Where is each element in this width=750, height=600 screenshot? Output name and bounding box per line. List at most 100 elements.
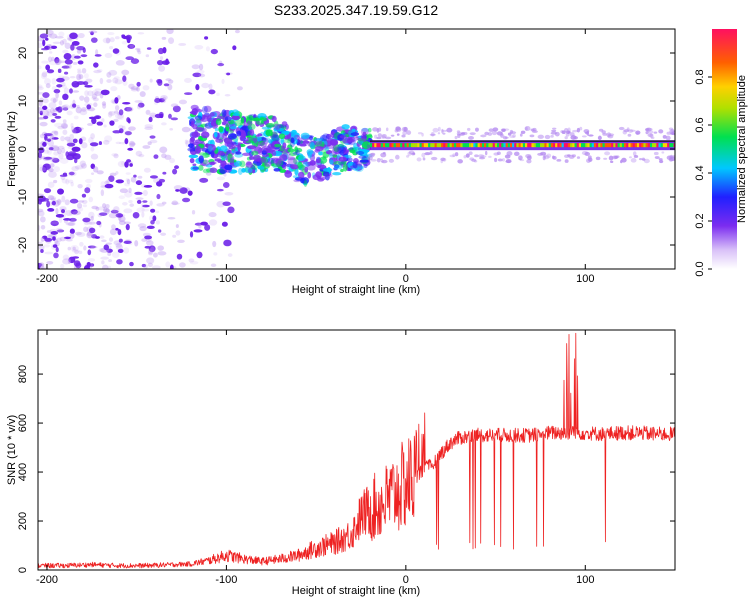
spectrogram-cell: [60, 105, 69, 111]
spectrogram-cell: [551, 129, 557, 133]
spectrogram-cell: [291, 129, 297, 134]
spectrogram-cell: [115, 227, 119, 231]
spectrogram-cell: [141, 238, 147, 242]
spectrogram-cell: [159, 146, 168, 154]
spectrogram-cell: [175, 224, 179, 229]
spectrogram-cell: [104, 183, 114, 189]
spectrogram-cell: [377, 133, 382, 138]
spectrogram-cell: [69, 198, 79, 204]
spectrogram-cell: [202, 168, 210, 174]
spectrogram-cell: [88, 196, 94, 203]
spectrogram-cell: [55, 92, 59, 99]
spectrogram-cell: [201, 82, 210, 89]
spectrogram-cell: [42, 235, 48, 240]
spectrogram-cell: [52, 112, 58, 116]
spectrogram-cell: [191, 131, 201, 138]
colorbar-tick-label: 0.0: [694, 261, 706, 276]
spectrogram-cell: [54, 58, 62, 66]
spectrogram-cell: [169, 264, 174, 269]
stable-tone-cell: [615, 143, 619, 148]
spectrogram-cell: [42, 141, 47, 147]
spectrogram-cell: [140, 203, 146, 209]
spectrogram-cell: [208, 89, 216, 95]
stable-tone-cell: [643, 143, 647, 148]
spectrogram-cell: [38, 224, 41, 232]
spectrogram-cell: [121, 69, 130, 76]
spectrogram-cell: [41, 109, 50, 117]
spectrogram-cell: [146, 225, 155, 230]
spectrogram-cell: [271, 115, 277, 123]
spectrogram-cell: [96, 121, 104, 126]
spectrogram-cell: [71, 128, 77, 134]
spectrogram-cell: [300, 132, 310, 139]
spectrogram-cell: [72, 90, 80, 93]
spectrogram-cell: [204, 154, 211, 158]
spectrogram-cell: [95, 206, 100, 211]
spectrogram-cell: [333, 164, 343, 170]
spectrogram-cell: [88, 221, 96, 225]
y-tick-label: -10: [17, 189, 29, 205]
spectrogram-cell: [430, 156, 438, 161]
stable-tone-cell: [410, 143, 414, 148]
spectrogram-cell: [90, 245, 98, 249]
spectrogram-cell: [76, 232, 86, 237]
spectrogram-cell: [177, 239, 185, 244]
spectrogram-cell: [179, 187, 188, 194]
spectrogram-cell: [572, 129, 579, 133]
spectrogram-cell: [76, 105, 80, 109]
spectrogram-cell: [67, 171, 77, 177]
spectrogram-cell: [462, 132, 468, 135]
spectrogram-cell: [45, 83, 51, 89]
spectrogram-cell: [41, 60, 49, 64]
spectrogram-cell: [98, 248, 105, 253]
spectrogram-cell: [653, 131, 658, 134]
stable-tone-cell: [434, 143, 438, 148]
spectrogram-cell: [198, 152, 208, 156]
spectrogram-cell: [61, 178, 68, 184]
spectrogram-cell: [62, 254, 70, 261]
spectrogram-cell: [216, 92, 220, 97]
spectrogram-cell: [56, 84, 63, 88]
spectrogram-cell: [236, 130, 242, 137]
spectrogram-cell: [342, 163, 348, 172]
spectrogram-cell: [273, 168, 281, 172]
spectrogram-cell: [168, 79, 174, 84]
spectrogram-cell: [243, 167, 253, 174]
spectrogram-cell: [110, 86, 118, 92]
spectrogram-cell: [147, 262, 153, 267]
spectrogram-cell: [588, 134, 594, 137]
spectrogram-cell: [446, 127, 453, 133]
spectrogram-cell: [286, 156, 296, 161]
spectrogram-cell: [74, 158, 78, 164]
stable-tone-cell: [580, 143, 584, 148]
stable-tone-cell: [664, 143, 668, 148]
spectrogram-cell: [127, 44, 136, 49]
spectrogram-cell: [201, 105, 208, 114]
spectrogram-cell: [50, 119, 56, 123]
spectrogram-cell: [629, 129, 636, 132]
spectrogram-cell: [255, 119, 264, 126]
stable-tone-cell: [656, 143, 660, 148]
spectrogram-cell: [281, 121, 288, 126]
spectrogram-cell: [50, 220, 59, 227]
stable-tone-cell: [387, 143, 391, 148]
spectrogram-cell: [38, 84, 43, 89]
spectrogram-cell: [51, 86, 57, 91]
spectrogram-cell: [123, 221, 132, 225]
spectrogram-cell: [262, 137, 269, 145]
spectrogram-cell: [59, 206, 67, 211]
spectrogram-cell: [221, 109, 227, 117]
spectrogram-cell: [241, 125, 250, 131]
spectrogram-cell: [110, 209, 119, 214]
spectrogram-y-label: Frequency (Hz): [6, 111, 18, 187]
stable-tone-cell: [382, 143, 386, 148]
stable-tone-cell: [600, 143, 604, 148]
spectrogram-cell: [130, 86, 139, 91]
spectrogram-cell: [208, 211, 217, 218]
stable-tone-cell: [602, 143, 606, 148]
spectrogram-cell: [202, 159, 208, 165]
spectrogram-cell: [69, 45, 77, 51]
spectrogram-cell: [290, 137, 295, 144]
spectrogram-cell: [49, 107, 55, 114]
spectrogram-cell: [124, 138, 129, 145]
